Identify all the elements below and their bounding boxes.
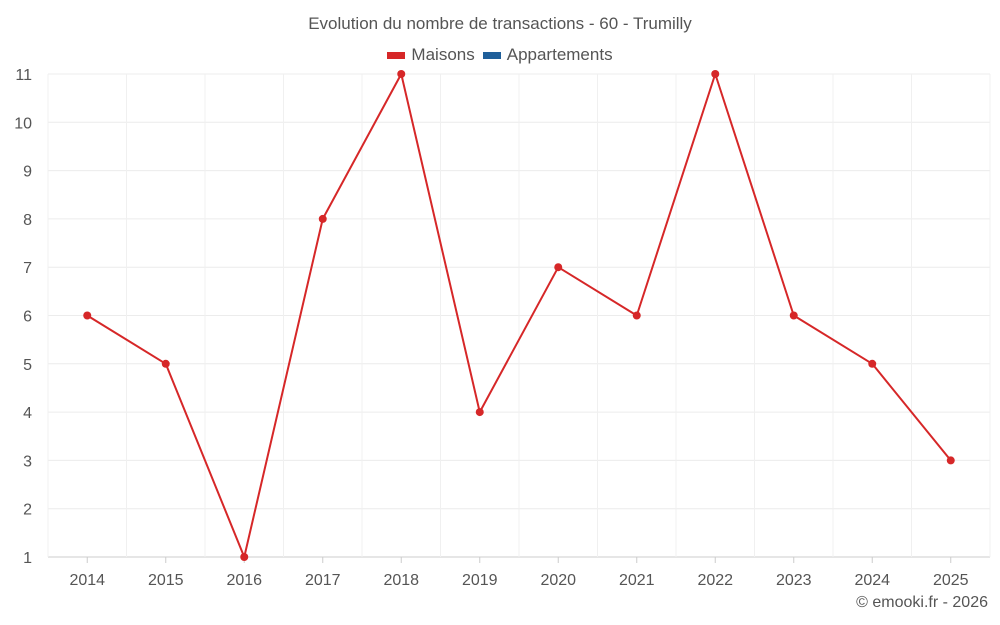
series-line-maisons [86,73,952,558]
y-tick-label-9: 9 [23,164,32,181]
y-tick-label-2: 2 [23,502,32,519]
x-tick-label-2016: 2016 [226,572,262,589]
data-point-maisons-2019 [475,408,484,417]
x-tick-label-2020: 2020 [540,572,576,589]
x-tick-label-2022: 2022 [697,572,733,589]
data-point-maisons-2014 [83,311,92,320]
data-point-maisons-2016 [240,553,249,561]
legend-label-maisons: Maisons [411,45,475,64]
data-point-maisons-2015 [161,359,170,368]
y-tick-label-10: 10 [14,115,32,132]
data-point-maisons-2022 [711,70,720,78]
legend-item-appartements[interactable]: Appartements [482,45,613,65]
data-point-maisons-2023 [789,311,798,320]
data-point-maisons-2021 [632,311,641,320]
legend-swatch-maisons [387,51,406,59]
data-point-maisons-2018 [397,70,406,78]
chart-title: Evolution du nombre de transactions - 60… [308,14,692,33]
y-tick-label-11: 11 [15,67,32,84]
copyright: © emooki.fr - 2026 [856,594,988,611]
y-tick-label-5: 5 [23,357,32,374]
x-tick-label-2014: 2014 [69,572,105,589]
y-tick-label-4: 4 [23,405,32,422]
data-point-maisons-2017 [318,214,327,223]
x-tick-label-2019: 2019 [462,572,498,589]
y-tick-label-1: 1 [23,550,32,567]
legend-swatch-appartements [482,51,501,59]
x-tick-label-2023: 2023 [776,572,812,589]
y-tick-label-6: 6 [23,309,32,326]
y-tick-label-7: 7 [23,260,32,277]
x-tick-label-2021: 2021 [619,572,655,589]
data-point-maisons-2024 [868,359,877,368]
y-tick-label-3: 3 [23,453,32,470]
legend-item-maisons[interactable]: Maisons [387,45,475,65]
x-tick-label-2025: 2025 [933,572,969,589]
y-tick-label-8: 8 [23,212,32,229]
data-point-maisons-2025 [946,456,955,465]
x-tick-label-2017: 2017 [305,572,341,589]
legend-label-appartements: Appartements [506,45,613,64]
x-tick-label-2015: 2015 [148,572,184,589]
legend: Maisons Appartements [0,45,1000,65]
x-tick-label-2024: 2024 [854,572,890,589]
data-point-maisons-2020 [554,263,563,272]
x-tick-label-2018: 2018 [383,572,419,589]
